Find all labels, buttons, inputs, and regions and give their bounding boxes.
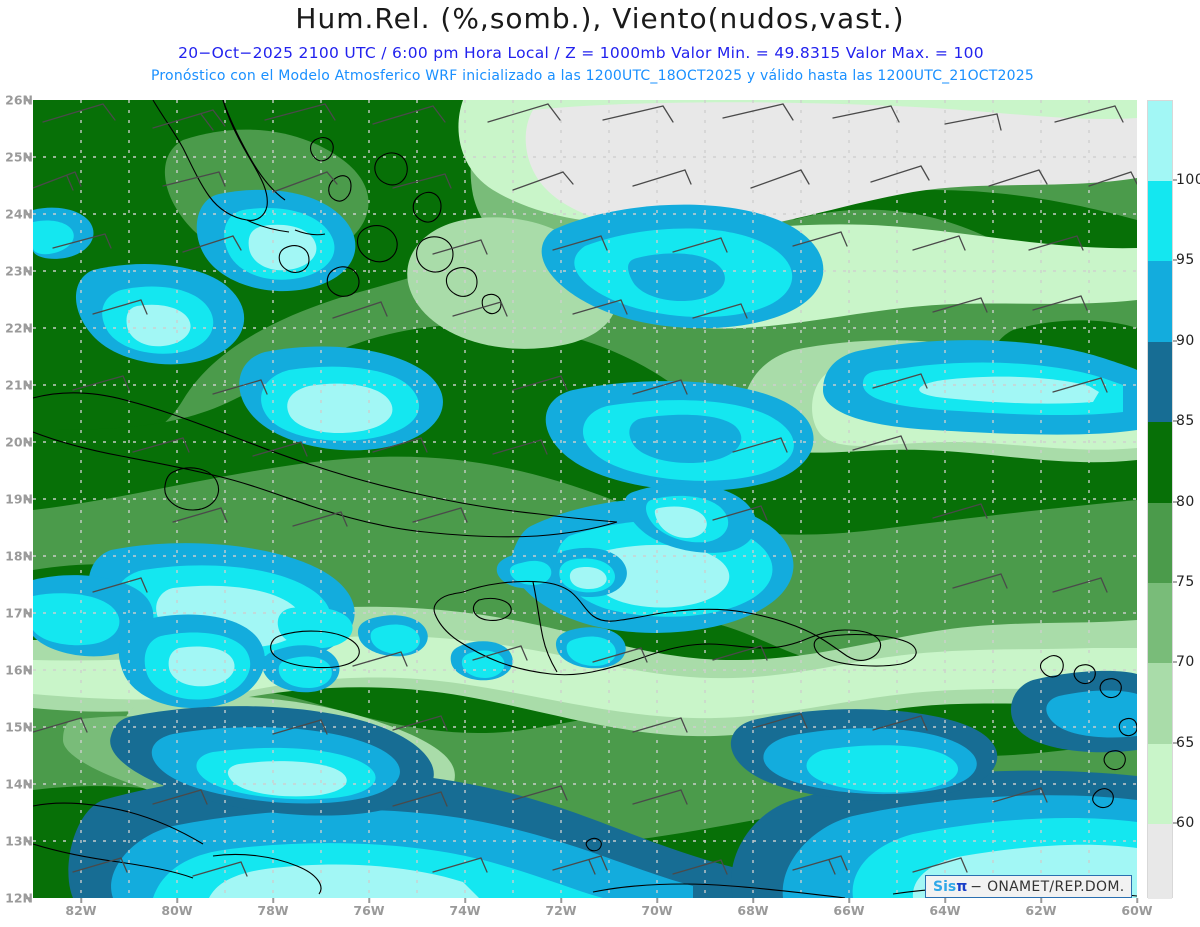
colorbar-band <box>1148 181 1172 262</box>
colorbar-tick-mark <box>1173 822 1177 824</box>
colorbar-tick-mark <box>1173 340 1177 342</box>
lat-tick-label: 24N <box>5 206 33 222</box>
lon-tick-label: 66W <box>833 903 865 918</box>
colorbar-tick-label: 85 <box>1176 413 1195 430</box>
lat-tick-label: 25N <box>5 149 33 165</box>
lon-tick-mark <box>464 898 466 903</box>
lat-tick-label: 20N <box>5 434 33 450</box>
lat-lon-gridlines <box>33 100 1137 898</box>
lat-tick-label: 22N <box>5 320 33 336</box>
lat-tick-mark <box>26 897 31 899</box>
lon-tick-label: 74W <box>449 903 481 918</box>
lat-tick-label: 15N <box>5 719 33 735</box>
lon-tick-label: 62W <box>1025 903 1057 918</box>
map-plot-area[interactable] <box>33 100 1137 898</box>
logo-sis-text: Sis <box>933 878 957 895</box>
lat-tick-mark <box>26 156 31 158</box>
lat-tick-label: 23N <box>5 263 33 279</box>
lon-tick-mark <box>752 898 754 903</box>
lat-tick-label: 13N <box>5 833 33 849</box>
lon-tick-label: 82W <box>65 903 97 918</box>
colorbar-band <box>1148 743 1172 824</box>
provider-logo: Sis π − ONAMET/REP.DOM. <box>925 875 1133 898</box>
lat-tick-mark <box>26 612 31 614</box>
lon-tick-mark <box>368 898 370 903</box>
lon-tick-mark <box>80 898 82 903</box>
colorbar-tick-mark <box>1173 259 1177 261</box>
lat-tick-mark <box>26 99 31 101</box>
colorbar-band <box>1148 663 1172 744</box>
lon-tick-mark <box>848 898 850 903</box>
lat-tick-mark <box>26 726 31 728</box>
lat-tick-label: 21N <box>5 377 33 393</box>
lon-tick-mark <box>560 898 562 903</box>
lat-tick-mark <box>26 669 31 671</box>
lat-tick-label: 19N <box>5 491 33 507</box>
latitude-axis: 26N 25N 24N 23N 22N 21N 20N 19N 18N 17N 16N 15N 14N 1… <box>0 0 33 927</box>
lat-tick-label: 12N <box>5 890 33 906</box>
colorbar-band <box>1148 341 1172 423</box>
lat-tick-mark <box>26 384 31 386</box>
lon-tick-mark <box>272 898 274 903</box>
colorbar-band <box>1148 502 1172 583</box>
lon-tick-label: 76W <box>353 903 385 918</box>
colorbar-tick-label: 60 <box>1176 815 1195 831</box>
humidity-contour-map <box>33 100 1137 898</box>
lon-tick-label: 60W <box>1121 903 1153 918</box>
colorbar-tick-label: 70 <box>1176 654 1195 671</box>
lat-tick-label: 14N <box>5 776 33 792</box>
lon-tick-label: 64W <box>929 903 961 918</box>
lat-tick-label: 17N <box>5 605 33 621</box>
lon-tick-label: 78W <box>257 903 289 918</box>
lon-tick-label: 68W <box>737 903 769 918</box>
lat-tick-mark <box>26 441 31 443</box>
lat-tick-mark <box>26 327 31 329</box>
lat-tick-mark <box>26 783 31 785</box>
lon-tick-label: 70W <box>641 903 673 918</box>
lon-tick-mark <box>656 898 658 903</box>
lon-tick-mark <box>176 898 178 903</box>
lon-tick-label: 72W <box>545 903 577 918</box>
lat-tick-mark <box>26 270 31 272</box>
lat-tick-label: 26N <box>5 92 33 108</box>
colorbar-tick-label: 80 <box>1176 493 1195 510</box>
colorbar-tick-mark <box>1173 661 1177 663</box>
lon-tick-mark <box>1136 898 1138 903</box>
humidity-colorbar[interactable] <box>1147 100 1173 899</box>
colorbar-tick-mark <box>1173 742 1177 744</box>
colorbar-tick-label: 100 <box>1176 172 1200 188</box>
subtitle-line-2: Pronóstico con el Modelo Atmosferico WRF… <box>151 68 1034 84</box>
lat-tick-mark <box>26 840 31 842</box>
subtitle-line-1: 20−Oct−2025 2100 UTC / 6:00 pm Hora Loca… <box>178 44 984 62</box>
colorbar-tick-label: 95 <box>1176 252 1195 269</box>
colorbar-band <box>1148 824 1172 899</box>
lat-tick-mark <box>26 555 31 557</box>
colorbar-tick-mark <box>1173 501 1177 502</box>
colorbar-band <box>1148 582 1172 664</box>
colorbar-tick-label: 75 <box>1176 573 1195 590</box>
colorbar-band <box>1148 101 1172 181</box>
lon-tick-mark <box>944 898 946 903</box>
lat-tick-mark <box>26 213 31 215</box>
lat-tick-label: 18N <box>5 548 33 564</box>
lat-tick-mark <box>26 498 31 500</box>
colorbar-tick-mark <box>1173 179 1177 181</box>
logo-org-text: − ONAMET/REP.DOM. <box>970 878 1125 895</box>
lon-tick-label: 80W <box>161 903 193 918</box>
colorbar-band <box>1148 261 1172 342</box>
logo-pi-symbol: π <box>956 878 968 895</box>
colorbar-tick-mark <box>1173 420 1177 422</box>
page-title: Hum.Rel. (%,somb.), Viento(nudos,vast.) <box>295 2 905 35</box>
lon-tick-mark <box>1040 898 1042 903</box>
wind-barbs <box>33 103 1137 877</box>
colorbar-band <box>1148 422 1172 503</box>
lat-tick-label: 16N <box>5 662 33 678</box>
colorbar-tick-label: 90 <box>1176 332 1195 349</box>
colorbar-tick-label: 65 <box>1176 734 1195 751</box>
colorbar-tick-mark <box>1173 581 1177 583</box>
